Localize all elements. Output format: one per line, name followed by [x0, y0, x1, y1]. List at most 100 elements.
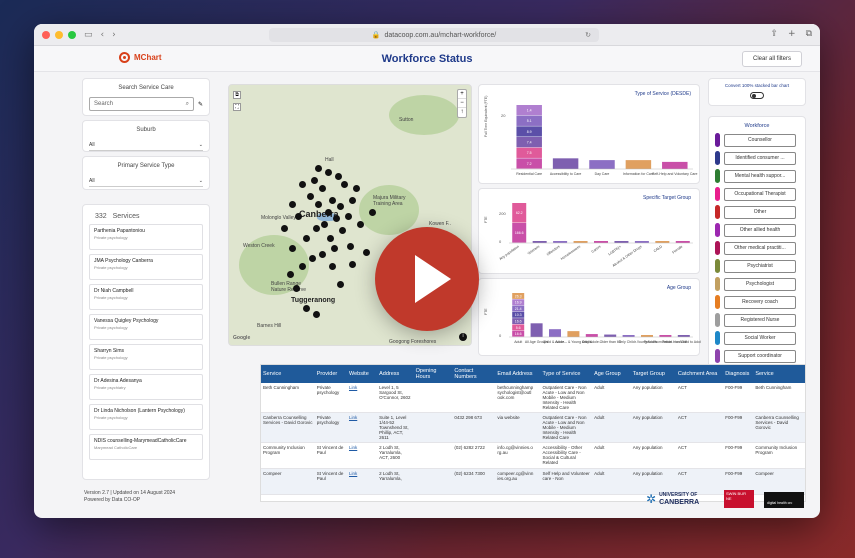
bar-segment[interactable]	[512, 305, 525, 312]
map-fullscreen-button[interactable]: ⛶	[233, 103, 241, 111]
brush-icon[interactable]: ✎	[197, 101, 203, 108]
bar-segment[interactable]	[512, 311, 525, 318]
clear-filters-button[interactable]: Clear all filters	[741, 51, 802, 67]
bar[interactable]	[594, 241, 608, 243]
table-row[interactable]: Compeer St Vincent de Paul Link 2 Lodh St, …	[261, 468, 805, 495]
workforce-filter-button[interactable]: Occupational Therapist	[724, 187, 796, 201]
primary-type-select[interactable]: All ⌄	[89, 175, 203, 187]
bar[interactable]	[675, 241, 690, 243]
website-link[interactable]: Link	[347, 468, 378, 495]
map-marker[interactable]	[335, 173, 342, 180]
map-marker[interactable]	[329, 263, 336, 270]
map-marker[interactable]	[327, 235, 334, 242]
bar[interactable]	[655, 241, 670, 243]
map-marker[interactable]	[321, 221, 328, 228]
table-header[interactable]: Opening Hours	[413, 365, 453, 383]
play-video-button[interactable]	[375, 227, 479, 331]
bar[interactable]	[530, 323, 543, 337]
zoom-out-button[interactable]: −	[458, 99, 466, 108]
bar-segment[interactable]	[512, 318, 525, 325]
map-marker[interactable]	[325, 209, 332, 216]
table-header[interactable]: Age Group	[592, 365, 631, 383]
sidebar-icon[interactable]: ▭	[84, 29, 93, 40]
map-marker[interactable]	[345, 213, 352, 220]
workforce-filter-button[interactable]: Social Worker	[724, 331, 796, 345]
map-marker[interactable]	[295, 213, 302, 220]
bar[interactable]	[622, 335, 635, 337]
map-marker[interactable]	[289, 201, 296, 208]
table-header[interactable]: Catchment Area	[675, 365, 724, 383]
map-marker[interactable]	[315, 165, 322, 172]
map-layers-button[interactable]: ⧉	[233, 91, 241, 99]
workforce-filter-button[interactable]: Counsellor	[724, 133, 796, 147]
workforce-filter-button[interactable]: Registered Nurse	[724, 313, 796, 327]
back-icon[interactable]: ‹	[100, 29, 105, 40]
workforce-filter-button[interactable]: Support coordinator	[724, 349, 796, 363]
table-header[interactable]: Email Address	[495, 365, 541, 383]
map-marker[interactable]	[293, 285, 300, 292]
zoom-window-button[interactable]	[68, 30, 76, 39]
table-header[interactable]: Provider	[314, 365, 347, 383]
bar-segment[interactable]	[512, 299, 525, 306]
map-marker[interactable]	[299, 263, 306, 270]
service-card[interactable]: Dr Niah Campbell Private psychology	[89, 284, 203, 310]
bar[interactable]	[553, 241, 568, 243]
bar[interactable]	[552, 158, 579, 169]
table-header[interactable]: Type of Service	[540, 365, 593, 383]
website-link[interactable]: Link	[347, 412, 378, 443]
map-marker[interactable]	[311, 177, 318, 184]
map-marker[interactable]	[315, 201, 322, 208]
services-map[interactable]: Canberra Tuggeranong Weston Creek Majura…	[228, 84, 472, 346]
bar[interactable]	[634, 241, 649, 243]
workforce-filter-button[interactable]: Recovery coach	[724, 295, 796, 309]
website-link[interactable]: Link	[347, 383, 378, 413]
info-icon[interactable]: i	[459, 333, 467, 341]
map-marker[interactable]	[363, 249, 370, 256]
map-marker[interactable]	[319, 251, 326, 258]
table-header[interactable]: Service	[753, 365, 805, 383]
close-window-button[interactable]	[42, 30, 50, 39]
bar[interactable]	[625, 160, 652, 169]
map-marker[interactable]	[299, 181, 306, 188]
bar[interactable]	[659, 335, 672, 337]
bar-segment[interactable]	[516, 126, 542, 137]
map-marker[interactable]	[303, 305, 310, 312]
bar-segment[interactable]	[516, 115, 542, 126]
suburb-select[interactable]: All ⌄	[89, 139, 203, 151]
bar[interactable]	[532, 241, 547, 243]
table-header[interactable]: Target Group	[630, 365, 676, 383]
map-marker[interactable]	[329, 197, 336, 204]
zoom-in-button[interactable]: +	[458, 90, 466, 99]
map-marker[interactable]	[333, 215, 340, 222]
reload-icon[interactable]: ↻	[585, 31, 591, 39]
bar[interactable]	[573, 241, 588, 243]
map-marker[interactable]	[319, 185, 326, 192]
table-header[interactable]: Website	[347, 365, 378, 383]
service-card[interactable]: Dr Adesina Adesanya Private psychiatry	[89, 374, 203, 400]
workforce-filter-button[interactable]: Mental health suppor...	[724, 169, 796, 183]
map-marker[interactable]	[309, 255, 316, 262]
map-marker[interactable]	[313, 225, 320, 232]
bar[interactable]	[604, 334, 617, 337]
service-card[interactable]: Sharryn Sims Private psychology	[89, 344, 203, 370]
workforce-filter-button[interactable]: Identified consumer ...	[724, 151, 796, 165]
service-card[interactable]: Parthenia Papantoniou Private psychology	[89, 224, 203, 250]
forward-icon[interactable]: ›	[112, 29, 116, 40]
map-marker[interactable]	[287, 271, 294, 278]
map-marker[interactable]	[331, 245, 338, 252]
workforce-filter-button[interactable]: Psychiatrist	[724, 259, 796, 273]
share-icon[interactable]: ⇪	[770, 29, 779, 39]
address-bar[interactable]: 🔒 datacoop.com.au/mchart-workforce/ ↻	[269, 28, 599, 42]
minimize-window-button[interactable]	[55, 30, 63, 39]
bar[interactable]	[585, 334, 598, 337]
bar-segment[interactable]	[512, 293, 525, 299]
map-marker[interactable]	[339, 227, 346, 234]
bar[interactable]	[662, 161, 688, 169]
bar-segment[interactable]	[516, 137, 542, 148]
bar-segment[interactable]	[512, 330, 525, 337]
service-card[interactable]: NDIS counselling-MarymeadCatholicCare Mar…	[89, 434, 203, 460]
map-marker[interactable]	[337, 203, 344, 210]
bar[interactable]	[641, 335, 653, 337]
bar[interactable]	[589, 160, 615, 169]
table-row[interactable]: Beth Cunningham Private psychology Link Lev…	[261, 383, 805, 413]
